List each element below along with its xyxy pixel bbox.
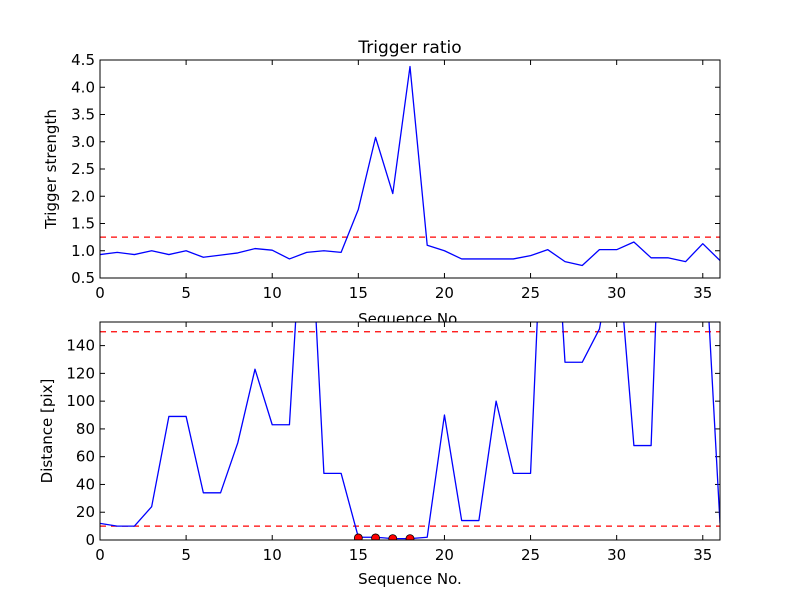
data-layer	[100, 65, 720, 267]
y-tick-label: 40	[76, 475, 95, 493]
x-tick-label: 25	[521, 284, 540, 302]
y-axis-label: Distance [pix]	[38, 379, 56, 484]
data-point-marker	[388, 534, 398, 540]
x-tick-label: 25	[521, 546, 540, 564]
x-tick-label: 0	[95, 546, 105, 564]
axes-frame	[99, 321, 721, 541]
x-tick-label: 30	[607, 284, 626, 302]
y-tick-label: 120	[66, 364, 95, 382]
chart-title: Trigger ratio	[357, 38, 461, 58]
series-line	[100, 65, 720, 267]
y-tick-label: 2.0	[71, 187, 95, 205]
plot-area	[100, 60, 720, 278]
y-tick-label: 4.0	[71, 78, 95, 96]
y-tick-label: 3.0	[71, 133, 95, 151]
data-point-marker	[405, 534, 415, 540]
x-tick-label: 35	[693, 284, 712, 302]
x-axis-label: Sequence No.	[358, 570, 462, 588]
x-tick-label: 35	[693, 546, 712, 564]
x-tick-label: 10	[263, 546, 282, 564]
x-tick-label: 30	[607, 546, 626, 564]
plot-area	[100, 322, 720, 540]
clipped-data	[100, 322, 720, 540]
y-tick-label: 1.0	[71, 242, 95, 260]
chart-trigger-ratio: Trigger ratio 0 5 10 15 20 25 30 35 0.5 1.0 1.5 2.0…	[42, 38, 721, 328]
x-tick-label: 15	[349, 284, 368, 302]
y-axis-label: Trigger strength	[42, 109, 60, 230]
y-tick-label: 140	[66, 337, 95, 355]
x-tick-label: 15	[349, 546, 368, 564]
y-tick-label: 20	[76, 503, 95, 521]
y-tick-label: 3.5	[71, 106, 95, 124]
tick-group: 0 5 10 15 20 25 30 35 0 20 40 60 80 100 120 140	[66, 322, 720, 564]
y-tick-label: 0.5	[71, 269, 95, 287]
x-tick-label: 10	[263, 284, 282, 302]
data-layer	[100, 322, 720, 540]
tick-group: 0 5 10 15 20 25 30 35 0.5 1.0 1.5 2.0 2.5 3.0 3.5 4.0 4.…	[71, 51, 720, 302]
y-tick-label: 1.5	[71, 215, 95, 233]
y-tick-label: 0	[85, 531, 95, 549]
x-tick-label: 20	[435, 546, 454, 564]
y-tick-label: 60	[76, 448, 95, 466]
y-tick-label: 4.5	[71, 51, 95, 69]
axes-frame	[99, 59, 721, 279]
x-tick-label: 5	[181, 284, 191, 302]
y-tick-label: 100	[66, 392, 95, 410]
x-tick-label: 0	[95, 284, 105, 302]
y-tick-label: 80	[76, 420, 95, 438]
chart-distance: 0 5 10 15 20 25 30 35 0 20 40 60 80 100 120 140 Sequenc…	[38, 321, 721, 588]
y-tick-label: 2.5	[71, 160, 95, 178]
x-tick-label: 5	[181, 546, 191, 564]
clipped-data	[100, 65, 720, 267]
data-point-marker	[371, 533, 380, 540]
x-tick-label: 20	[435, 284, 454, 302]
data-point-marker	[353, 533, 363, 540]
